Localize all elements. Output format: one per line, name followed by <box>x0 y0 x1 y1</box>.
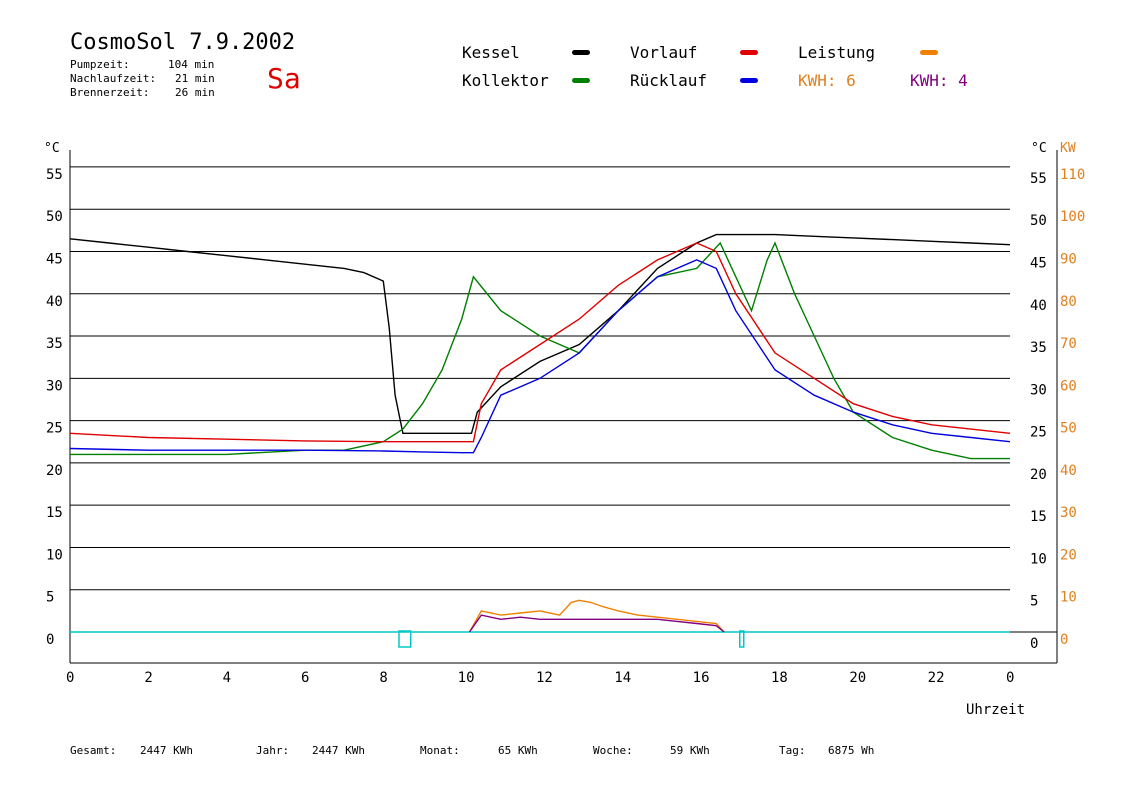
pumpzeit-value: 104 min <box>168 58 215 71</box>
y-tick-left: 40 <box>46 294 63 310</box>
legend-vorlauf: Vorlauf <box>630 43 698 62</box>
x-tick: 10 <box>458 670 475 686</box>
y-tick-left: 10 <box>46 547 63 563</box>
legend-ruecklauf: Rücklauf <box>630 71 708 90</box>
legend-kollektor-swatch <box>572 78 590 83</box>
y-tick-right: 5 <box>1030 594 1038 610</box>
x-tick: 14 <box>614 670 631 686</box>
weekday-label: Sa <box>267 62 301 95</box>
legend-kwh-1: KWH: 6 <box>798 71 856 90</box>
y-axis-kw-unit: KW <box>1060 141 1076 156</box>
y-tick-left: 15 <box>46 505 63 521</box>
x-tick: 4 <box>223 670 231 686</box>
legend-kwh-2: KWH: 4 <box>910 71 968 90</box>
x-tick: 6 <box>301 670 309 686</box>
monat-label: Monat: <box>420 744 460 757</box>
y-tick-left: 30 <box>46 378 63 394</box>
tag-value: 6875 Wh <box>828 744 875 757</box>
y-tick-left: 45 <box>46 251 63 267</box>
brennerzeit-value: 26 min <box>175 86 215 99</box>
gesamt-value: 2447 KWh <box>140 744 193 757</box>
legend-leistung: Leistung <box>798 43 876 62</box>
y2-tick: 10 <box>1060 590 1077 606</box>
y-tick-left: 25 <box>46 421 63 437</box>
nachlaufzeit-value: 21 min <box>175 72 215 85</box>
woche-label: Woche: <box>593 744 633 757</box>
y-tick-left: 5 <box>46 590 54 606</box>
series-line-vorlauf <box>69 242 1011 443</box>
y-tick-right: 10 <box>1030 551 1047 567</box>
y-tick-right: 40 <box>1030 298 1047 314</box>
gesamt-label: Gesamt: <box>70 744 117 757</box>
legend-ruecklauf-swatch <box>740 78 758 83</box>
y-tick-right: 20 <box>1030 467 1047 483</box>
series-line-kollektor <box>70 241 1010 460</box>
y-tick-left: 50 <box>46 209 63 225</box>
y-axis-right-unit: °C <box>1031 141 1047 156</box>
y2-tick: 70 <box>1060 336 1077 352</box>
x-tick: 20 <box>849 670 866 686</box>
y-tick-right: 30 <box>1030 382 1047 398</box>
x-tick: 18 <box>771 670 788 686</box>
tag-label: Tag: <box>779 744 806 757</box>
y2-tick: 100 <box>1060 209 1085 225</box>
series-line-kwh <box>468 614 725 633</box>
y2-tick: 0 <box>1060 632 1068 648</box>
legend-kessel-swatch <box>572 50 590 55</box>
y-tick-right: 25 <box>1030 425 1047 441</box>
y2-tick: 60 <box>1060 378 1077 394</box>
y-tick-right: 55 <box>1030 171 1047 187</box>
y-tick-right: 0 <box>1030 636 1038 652</box>
x-tick: 8 <box>379 670 387 686</box>
pump-marker-2 <box>739 630 745 648</box>
x-tick: 2 <box>144 670 152 686</box>
y2-tick: 50 <box>1060 421 1077 437</box>
y-tick-left: 0 <box>46 632 54 648</box>
y-tick-right: 35 <box>1030 340 1047 356</box>
legend-kessel: Kessel <box>462 43 520 62</box>
legend-leistung-swatch <box>920 50 938 55</box>
nachlaufzeit-label: Nachlaufzeit: <box>70 72 157 85</box>
legend-kollektor: Kollektor <box>462 71 549 90</box>
x-tick: 0 <box>66 670 74 686</box>
y-tick-right: 50 <box>1030 213 1047 229</box>
jahr-label: Jahr: <box>256 744 290 757</box>
y2-tick: 30 <box>1060 505 1077 521</box>
series-line-kessel <box>69 233 1011 434</box>
woche-value: 59 KWh <box>670 744 710 757</box>
x-tick: 16 <box>693 670 710 686</box>
x-tick: 0 <box>1006 670 1014 686</box>
y2-tick: 90 <box>1060 251 1077 267</box>
y-tick-left: 35 <box>46 336 63 352</box>
y2-tick: 110 <box>1060 167 1085 183</box>
y-tick-right: 15 <box>1030 509 1047 525</box>
y2-tick: 20 <box>1060 547 1077 563</box>
y-tick-right: 45 <box>1030 255 1047 271</box>
x-axis-label: Uhrzeit <box>966 702 1025 718</box>
legend-vorlauf-swatch <box>740 50 758 55</box>
chart-title: CosmoSol 7.9.2002 <box>70 30 296 55</box>
pump-marker-1 <box>398 630 412 648</box>
y2-tick: 40 <box>1060 463 1077 479</box>
brennerzeit-label: Brennerzeit: <box>70 86 150 99</box>
x-tick: 12 <box>536 670 553 686</box>
y-tick-left: 55 <box>46 167 63 183</box>
series-line-leistung <box>468 599 725 633</box>
y2-tick: 80 <box>1060 294 1077 310</box>
monat-value: 65 KWh <box>498 744 538 757</box>
series-line-rcklauf <box>69 259 1011 454</box>
pumpzeit-label: Pumpzeit: <box>70 58 130 71</box>
y-axis-left-unit: °C <box>44 141 60 156</box>
y-tick-left: 20 <box>46 463 63 479</box>
x-tick: 22 <box>928 670 945 686</box>
jahr-value: 2447 KWh <box>312 744 365 757</box>
